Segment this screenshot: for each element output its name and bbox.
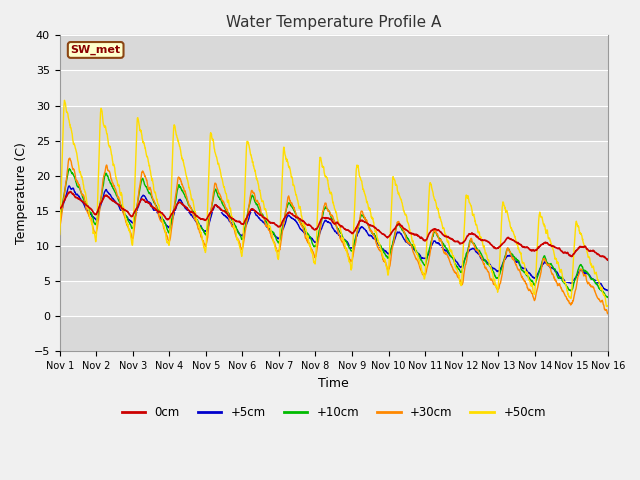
Bar [60, 281, 608, 316]
Bar [60, 176, 608, 211]
Legend: 0cm, +5cm, +10cm, +30cm, +50cm: 0cm, +5cm, +10cm, +30cm, +50cm [117, 401, 550, 424]
Title: Water Temperature Profile A: Water Temperature Profile A [226, 15, 442, 30]
Bar [60, 71, 608, 106]
Bar [60, 316, 608, 351]
Y-axis label: Temperature (C): Temperature (C) [15, 143, 28, 244]
X-axis label: Time: Time [318, 377, 349, 390]
Text: SW_met: SW_met [70, 45, 121, 55]
Bar [60, 211, 608, 246]
Bar [60, 141, 608, 176]
Bar [60, 36, 608, 71]
Bar [60, 106, 608, 141]
Bar [60, 246, 608, 281]
